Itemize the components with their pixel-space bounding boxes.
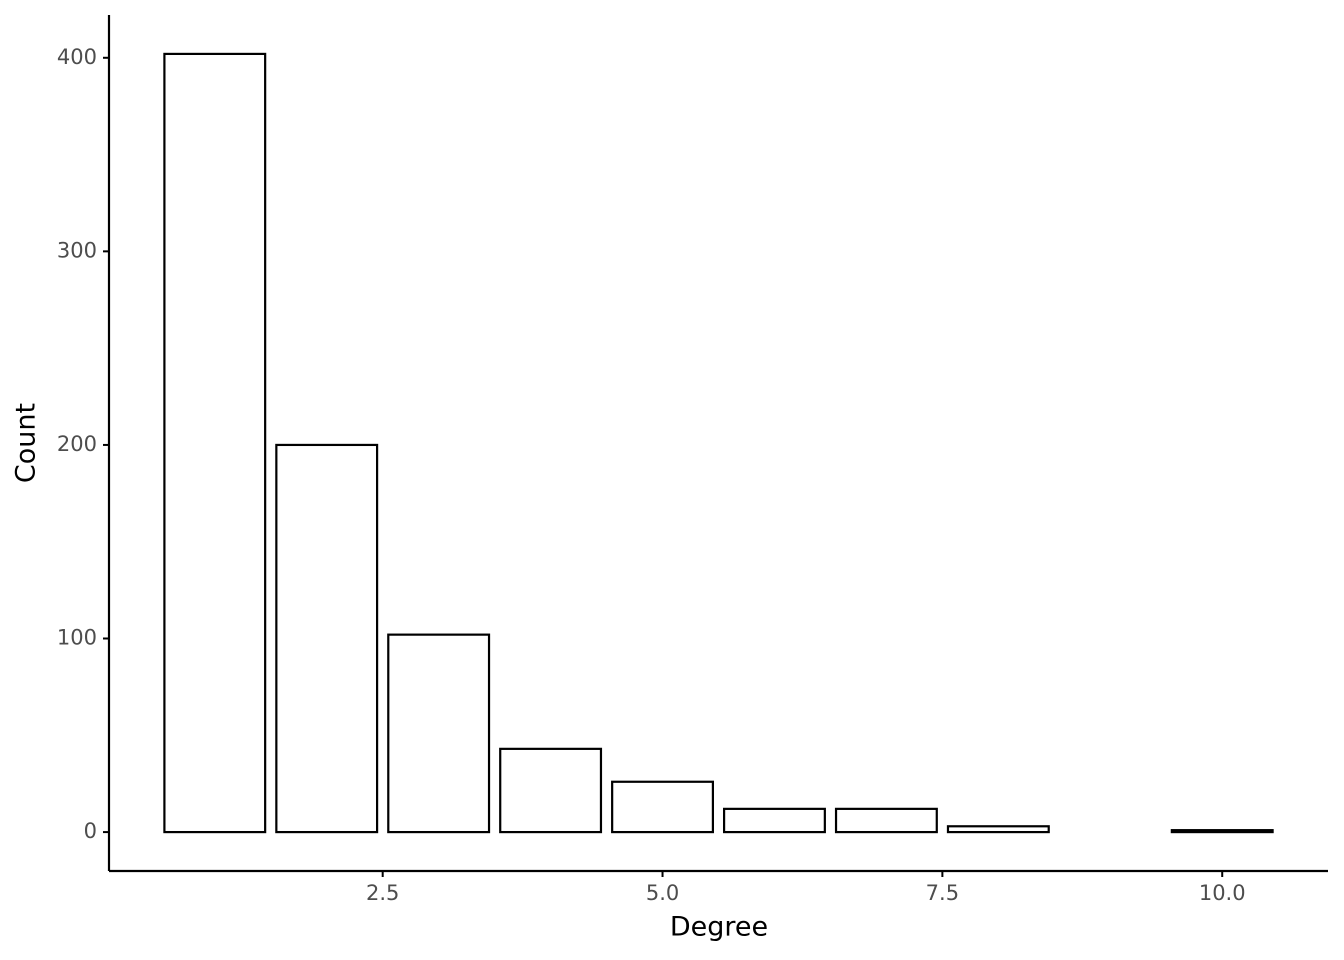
y-axis-title: Count (11, 403, 42, 483)
x-tick-label: 7.5 (926, 881, 959, 905)
bar (387, 633, 491, 834)
bar (946, 825, 1050, 834)
x-axis-title: Degree (670, 912, 768, 943)
bar (499, 747, 603, 834)
bar (1170, 829, 1274, 834)
bar (163, 52, 267, 834)
y-tick-label: 200 (57, 432, 97, 456)
bar (611, 780, 715, 834)
x-tick-label: 5.0 (646, 881, 679, 905)
bar (834, 807, 938, 834)
y-tick-label: 400 (57, 45, 97, 69)
x-tick-label: 2.5 (366, 881, 399, 905)
y-tick-label: 100 (57, 626, 97, 650)
y-tick-label: 0 (84, 819, 97, 843)
y-tick-label: 300 (57, 238, 97, 262)
bar (722, 807, 826, 834)
x-tick-label: 10.0 (1199, 881, 1246, 905)
bar (275, 443, 379, 834)
